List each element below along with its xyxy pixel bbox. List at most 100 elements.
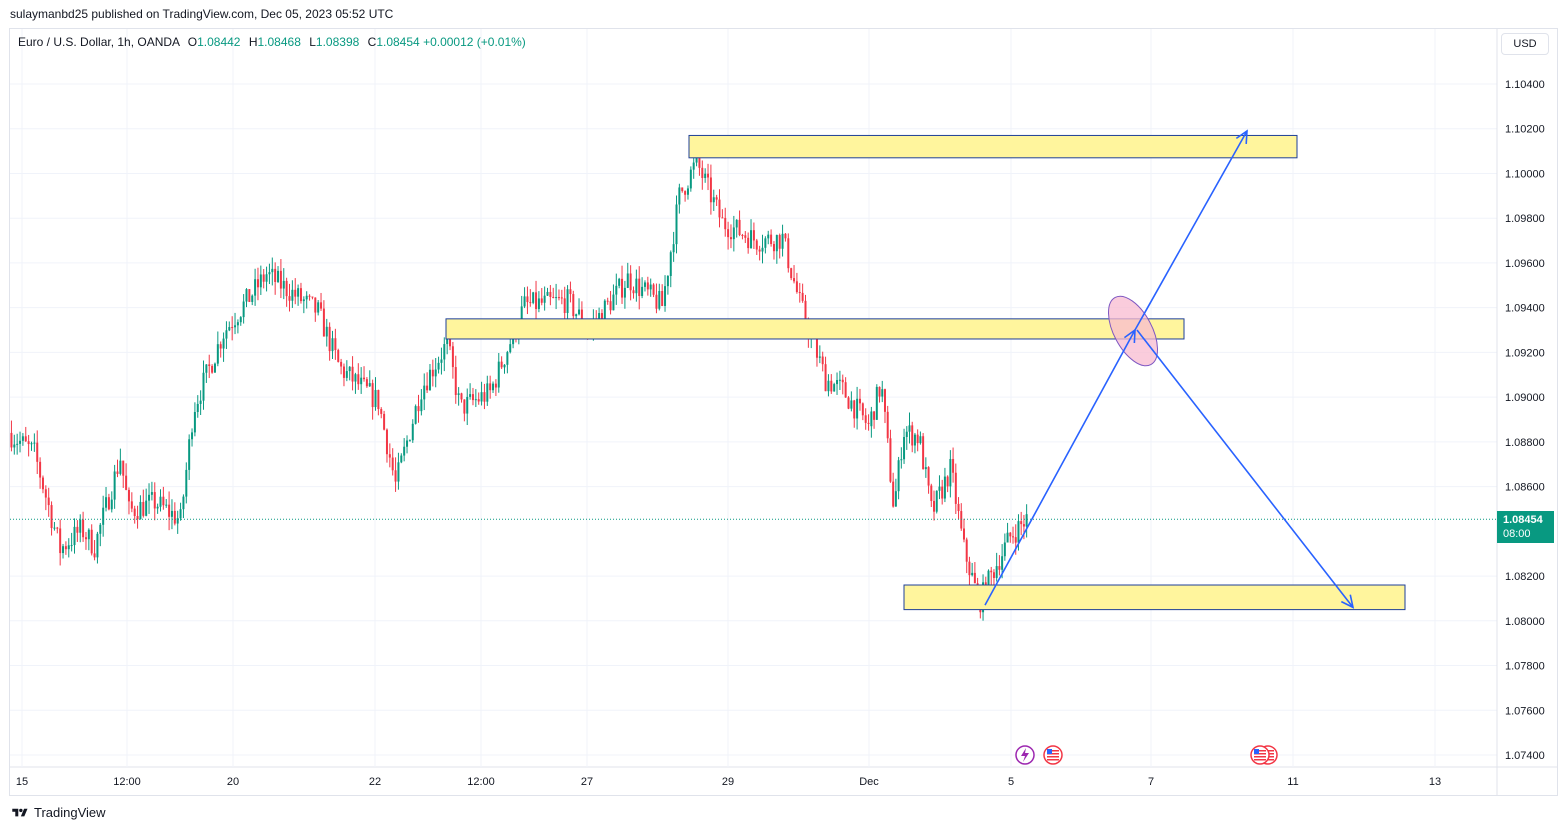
candle-body (156, 506, 159, 509)
arrow-up-1 (984, 328, 1136, 606)
candle-body (340, 361, 343, 367)
us-flag-event-icon[interactable] (1250, 745, 1270, 765)
candle-body (107, 497, 110, 510)
candle-body (569, 289, 572, 295)
candle-body (331, 338, 334, 352)
candle-body (1009, 532, 1012, 537)
candle-body (886, 411, 889, 439)
candle-body (727, 229, 730, 238)
last-price-tag: 1.08454 08:00 (1497, 511, 1554, 543)
y-tick-label: 1.08200 (1505, 571, 1545, 583)
candle-body (638, 278, 641, 296)
candle-body (102, 507, 105, 525)
tradingview-logo[interactable]: TradingView (10, 805, 106, 820)
candle-body (357, 374, 360, 385)
candle-body (268, 272, 271, 275)
candle-body (205, 364, 208, 373)
candle-body (968, 561, 971, 576)
candle-body (403, 446, 406, 456)
candle-body (1017, 521, 1020, 543)
candle-body (772, 244, 775, 252)
candle-body (82, 519, 85, 538)
y-tick-label: 1.09400 (1505, 303, 1545, 315)
candle-body (139, 501, 142, 520)
candle-body (998, 566, 1001, 570)
candle-body (747, 237, 750, 249)
candle-body (612, 294, 615, 311)
candle-body (715, 197, 718, 200)
candle-body (1001, 556, 1004, 570)
candle-body (371, 383, 374, 408)
flag-stripe (1254, 759, 1266, 761)
candle-body (334, 338, 337, 351)
low-label: L (309, 35, 316, 49)
symbol-title[interactable]: Euro / U.S. Dollar, 1h, OANDA (18, 35, 180, 49)
x-tick-label: 11 (1287, 776, 1298, 788)
tradingview-logo-icon (12, 808, 28, 816)
candle-body (669, 252, 672, 276)
candle-body (755, 240, 758, 250)
x-tick-label: 12:00 (467, 776, 495, 788)
zone-support (903, 584, 1406, 611)
candle-body (457, 393, 460, 395)
candle-body (437, 362, 440, 370)
arrow-up-1-shaft (984, 329, 1136, 606)
candle-body (394, 470, 397, 482)
candle-body (299, 288, 302, 302)
candle-body (795, 281, 798, 292)
candle-body (483, 392, 486, 402)
candle-body (176, 518, 179, 524)
candle-body (875, 386, 878, 420)
flag-stripe (1254, 753, 1266, 755)
candle-body (27, 441, 30, 445)
candle-body (916, 434, 919, 444)
candle-body (1003, 542, 1006, 557)
candle-body (861, 403, 864, 416)
lightning-bolt (1021, 748, 1029, 762)
currency-button[interactable]: USD (1501, 33, 1549, 55)
candle-body (251, 295, 254, 302)
candle-body (580, 309, 583, 326)
candle-body (546, 291, 549, 296)
candle-body (288, 296, 291, 301)
candle-body (110, 499, 113, 510)
us-flag-event-icon[interactable] (1043, 745, 1063, 765)
candle-body (1006, 532, 1009, 543)
candle-body (844, 382, 847, 398)
candle-body (30, 443, 33, 445)
candle-body (557, 297, 560, 299)
candle-body (903, 436, 906, 460)
candle-body (248, 289, 251, 302)
candle-body (870, 411, 873, 427)
candle-body (709, 177, 712, 203)
candle-body (935, 490, 938, 512)
candle-body (262, 274, 265, 282)
candle-body (643, 282, 646, 287)
candle-body (764, 238, 767, 248)
y-tick-label: 1.10400 (1505, 79, 1545, 91)
candle-body (853, 400, 856, 419)
candle-body (575, 314, 578, 317)
candle-body (943, 476, 946, 499)
candle-body (744, 235, 747, 238)
candle-body (182, 496, 185, 510)
candle-body (423, 385, 426, 400)
candle-body (33, 442, 36, 444)
candle-body (962, 528, 965, 540)
y-tick-label: 1.08600 (1505, 482, 1545, 494)
candle-body (778, 235, 781, 249)
candle-body (858, 398, 861, 404)
y-tick-label: 1.07800 (1505, 661, 1545, 673)
candle-body (629, 273, 632, 291)
candle-body (162, 496, 165, 506)
candle-body (761, 247, 764, 252)
candle-body (873, 411, 876, 420)
candle-body (417, 406, 420, 412)
candle-body (775, 235, 778, 252)
candle-body (406, 440, 409, 447)
candle-body (239, 317, 242, 323)
lightning-event-icon[interactable] (1015, 745, 1035, 765)
candle-body (781, 233, 784, 249)
candle-body (946, 476, 949, 487)
